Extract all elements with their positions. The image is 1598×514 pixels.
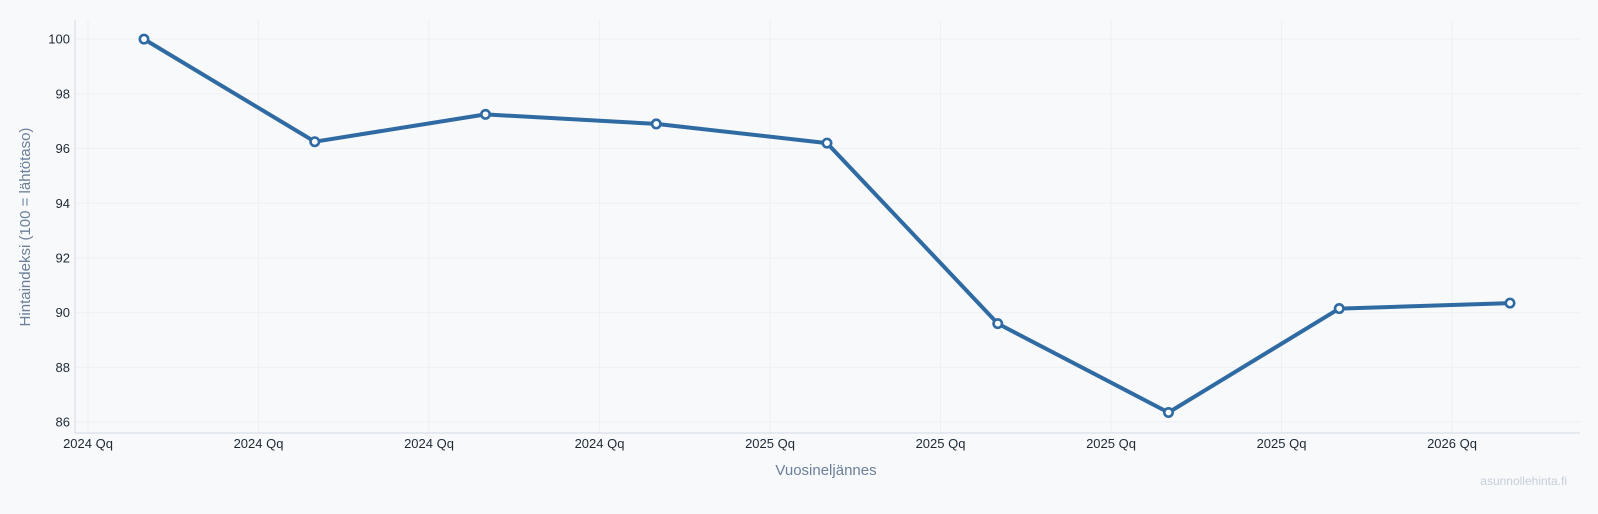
- data-point: [821, 137, 833, 149]
- series: [138, 33, 1516, 418]
- y-tick-label: 98: [56, 86, 70, 101]
- data-point: [309, 136, 321, 148]
- x-tick-label: 2024 Qq: [234, 436, 284, 451]
- x-axis-title: Vuosineljännes: [775, 462, 876, 479]
- x-tick-label: 2025 Qq: [1257, 436, 1307, 451]
- y-tick-label: 92: [56, 250, 70, 265]
- x-tick-label: 2025 Qq: [1086, 436, 1136, 451]
- data-point: [1504, 297, 1516, 309]
- x-tick-labels: 2024 Qq 2024 Qq 2024 Qq 2024 Qq 2025 Qq 2025 …: [63, 436, 1477, 451]
- axes: [74, 20, 1580, 434]
- grid-lines: [75, 20, 1580, 433]
- x-tick-label: 2024 Qq: [404, 436, 454, 451]
- y-tick-label: 86: [56, 415, 70, 430]
- y-tick-label: 96: [56, 141, 70, 156]
- y-axis-title: Hintaindeksi (100 = lähtötaso): [17, 128, 34, 327]
- x-tick-label: 2024 Qq: [575, 436, 625, 451]
- y-tick-label: 90: [56, 305, 70, 320]
- data-point: [992, 318, 1004, 330]
- y-tick-labels: 86 88 90 92 94 96 98 100: [48, 32, 70, 430]
- x-tick-label: 2025 Qq: [745, 436, 795, 451]
- data-point: [479, 108, 491, 120]
- data-point: [650, 118, 662, 130]
- data-point: [1163, 406, 1175, 418]
- data-point: [138, 33, 150, 45]
- x-tick-label: 2025 Qq: [916, 436, 966, 451]
- x-tick-label: 2024 Qq: [63, 436, 113, 451]
- series-line: [142, 37, 1512, 415]
- x-tick-label: 2026 Qq: [1427, 436, 1477, 451]
- watermark-text: asunnollehinta.fi: [1480, 474, 1567, 488]
- data-point: [1333, 303, 1345, 315]
- y-tick-label: 100: [48, 32, 70, 47]
- y-tick-label: 88: [56, 360, 70, 375]
- y-tick-label: 94: [56, 196, 70, 211]
